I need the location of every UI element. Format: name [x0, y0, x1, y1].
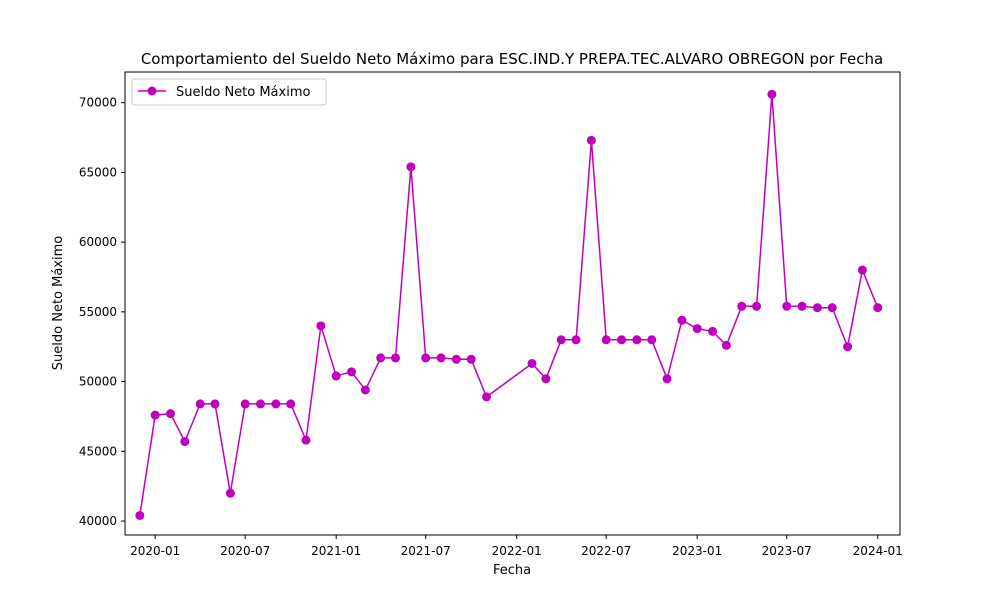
data-point: [617, 335, 627, 345]
data-point: [708, 326, 718, 336]
y-tick-label: 65000: [79, 165, 117, 179]
x-tick-label: 2023-01: [672, 544, 722, 558]
data-point: [752, 301, 762, 311]
y-tick-label: 70000: [79, 96, 117, 110]
y-tick-label: 50000: [79, 375, 117, 389]
data-point: [601, 335, 611, 345]
data-point: [647, 335, 657, 345]
data-point: [873, 303, 883, 313]
data-point: [737, 301, 747, 311]
data-point: [797, 301, 807, 311]
data-point: [301, 435, 311, 445]
data-point: [225, 488, 235, 498]
data-point: [135, 510, 145, 520]
data-point: [150, 410, 160, 420]
data-point: [466, 354, 476, 364]
x-axis-label: Fecha: [493, 563, 531, 578]
data-point: [843, 342, 853, 352]
data-point: [812, 303, 822, 313]
y-tick-label: 60000: [79, 235, 117, 249]
data-point: [195, 399, 205, 409]
x-tick-label: 2023-07: [762, 544, 812, 558]
chart-title: Comportamiento del Sueldo Neto Máximo pa…: [141, 50, 883, 68]
x-tick-label: 2020-07: [220, 544, 270, 558]
data-point: [271, 399, 281, 409]
data-point: [721, 340, 731, 350]
data-point: [347, 367, 357, 377]
y-axis-label: Sueldo Neto Máximo: [51, 236, 66, 370]
data-point: [767, 89, 777, 99]
x-tick-label: 2021-07: [401, 544, 451, 558]
data-point: [662, 374, 672, 384]
data-point: [782, 301, 792, 311]
data-point: [527, 358, 537, 368]
data-point: [166, 409, 176, 419]
data-point: [571, 335, 581, 345]
data-point: [391, 353, 401, 363]
data-point: [210, 399, 220, 409]
data-point: [316, 321, 326, 331]
data-point: [632, 335, 642, 345]
data-point: [857, 265, 867, 275]
data-point: [360, 385, 370, 395]
legend-point-marker: [147, 86, 157, 96]
data-point: [436, 353, 446, 363]
data-point: [677, 315, 687, 325]
legend-box: [131, 78, 327, 106]
data-point: [376, 353, 386, 363]
y-axis: 40000 45000 50000 55000 60000 65000 70000: [79, 96, 125, 528]
x-tick-label: 2022-01: [492, 544, 542, 558]
data-point: [451, 354, 461, 364]
data-point: [256, 399, 266, 409]
series-layer: [135, 89, 883, 520]
plot-area: [124, 71, 901, 536]
x-tick-label: 2020-01: [130, 544, 180, 558]
y-tick-label: 55000: [79, 305, 117, 319]
data-point: [482, 392, 492, 402]
data-point: [586, 135, 596, 145]
x-tick-label: 2022-07: [581, 544, 631, 558]
data-point: [556, 335, 566, 345]
x-tick-label: 2021-01: [311, 544, 361, 558]
x-axis: 2020-01 2020-07 2021-01 2021-07 2022-01 2022-…: [130, 535, 903, 558]
y-tick-label: 45000: [79, 444, 117, 458]
data-point: [692, 324, 702, 334]
data-point: [827, 303, 837, 313]
data-point: [180, 437, 190, 447]
legend-label: Sueldo Neto Máximo: [176, 85, 310, 100]
data-point: [421, 353, 431, 363]
data-point: [240, 399, 250, 409]
x-tick-label: 2024-01: [853, 544, 903, 558]
data-point: [541, 374, 551, 384]
data-point: [331, 371, 341, 381]
y-tick-label: 40000: [79, 514, 117, 528]
data-point: [406, 162, 416, 172]
data-point: [286, 399, 296, 409]
legend: Sueldo Neto Máximo: [131, 78, 327, 106]
